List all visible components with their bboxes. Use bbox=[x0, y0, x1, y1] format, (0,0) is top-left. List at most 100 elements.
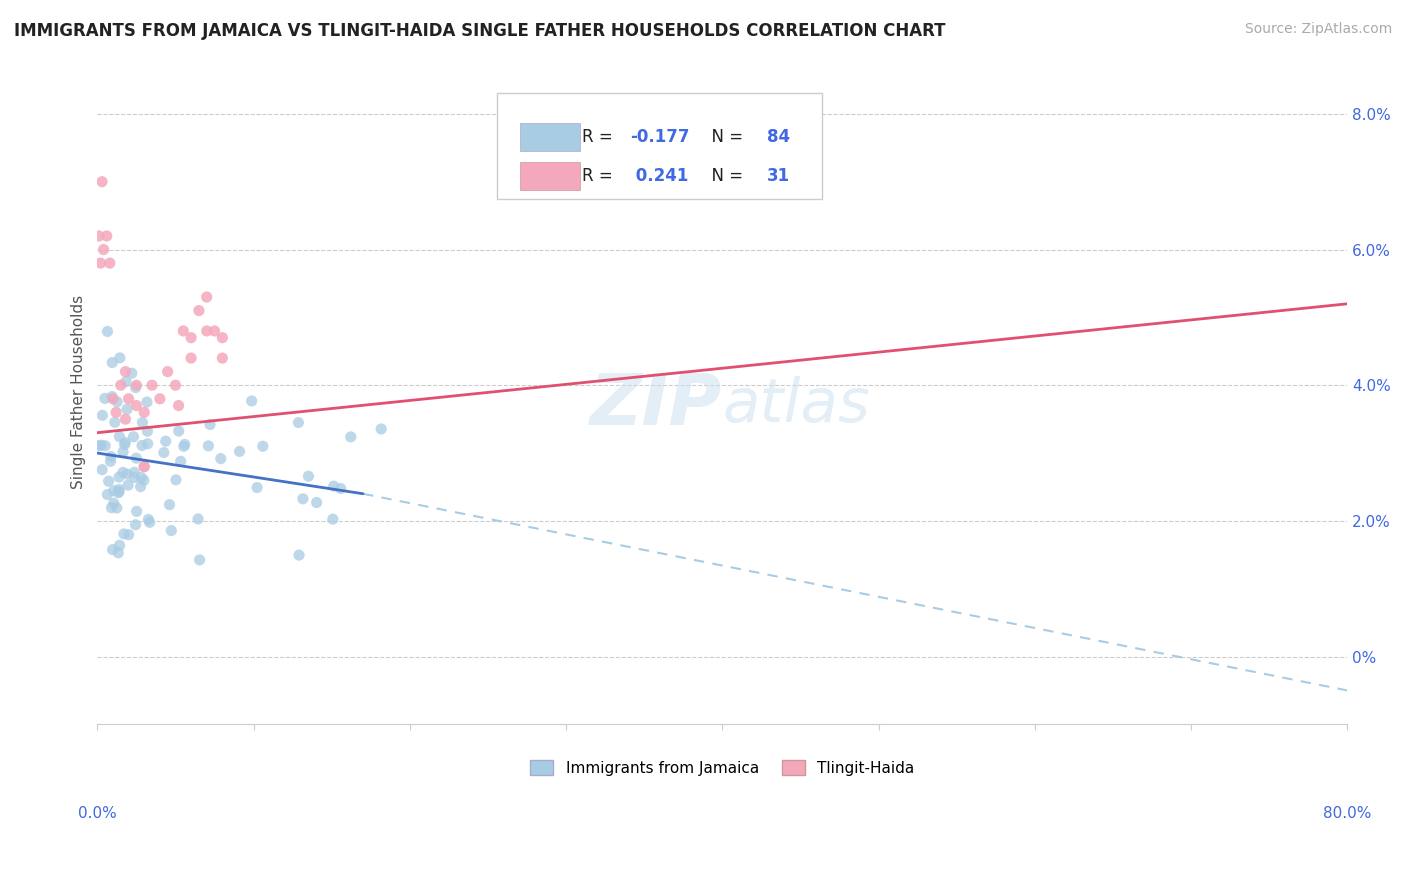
Point bbox=[108, 351, 131, 365]
Point bbox=[136, 436, 159, 450]
Point bbox=[115, 402, 138, 417]
Point bbox=[246, 481, 269, 495]
Point bbox=[167, 424, 190, 438]
Point bbox=[105, 405, 128, 419]
Point bbox=[134, 459, 156, 474]
Point bbox=[114, 437, 136, 451]
Text: 84: 84 bbox=[768, 128, 790, 145]
Point bbox=[134, 459, 156, 474]
Point bbox=[87, 229, 110, 244]
Point bbox=[90, 438, 112, 452]
Point bbox=[169, 454, 191, 468]
Text: Source: ZipAtlas.com: Source: ZipAtlas.com bbox=[1244, 22, 1392, 37]
Point bbox=[240, 394, 263, 409]
Point bbox=[108, 484, 131, 499]
Text: 0.0%: 0.0% bbox=[77, 805, 117, 821]
Text: 80.0%: 80.0% bbox=[1323, 805, 1371, 821]
Point bbox=[209, 451, 232, 466]
Point bbox=[105, 500, 128, 515]
Point bbox=[322, 512, 344, 526]
Point bbox=[165, 378, 187, 392]
Point bbox=[111, 466, 134, 480]
FancyBboxPatch shape bbox=[520, 161, 579, 190]
Point bbox=[117, 392, 139, 406]
Text: N =: N = bbox=[702, 128, 748, 145]
Point bbox=[287, 416, 309, 430]
Point bbox=[173, 437, 195, 451]
Point bbox=[197, 439, 219, 453]
Point bbox=[112, 527, 135, 541]
Point bbox=[187, 303, 209, 318]
Point bbox=[94, 439, 117, 453]
Point bbox=[121, 366, 143, 380]
Point bbox=[129, 470, 152, 484]
Text: 31: 31 bbox=[768, 167, 790, 185]
Point bbox=[132, 473, 155, 487]
Point bbox=[138, 516, 160, 530]
Text: ZIP: ZIP bbox=[591, 371, 723, 440]
Point bbox=[228, 444, 250, 458]
Point bbox=[108, 429, 131, 443]
Point bbox=[136, 395, 159, 409]
Point bbox=[107, 485, 129, 500]
Text: 0.241: 0.241 bbox=[630, 167, 688, 185]
Point bbox=[101, 542, 124, 557]
Point bbox=[297, 469, 319, 483]
Point bbox=[101, 355, 124, 369]
Point bbox=[172, 324, 194, 338]
Point bbox=[107, 546, 129, 560]
Point bbox=[125, 399, 148, 413]
Point bbox=[104, 415, 127, 429]
Text: atlas: atlas bbox=[723, 376, 870, 434]
Text: IMMIGRANTS FROM JAMAICA VS TLINGIT-HAIDA SINGLE FATHER HOUSEHOLDS CORRELATION CH: IMMIGRANTS FROM JAMAICA VS TLINGIT-HAIDA… bbox=[14, 22, 946, 40]
Point bbox=[155, 434, 177, 449]
Point bbox=[159, 498, 181, 512]
Point bbox=[339, 430, 361, 444]
Point bbox=[108, 483, 131, 497]
Text: R =: R = bbox=[582, 167, 619, 185]
Point bbox=[108, 538, 131, 552]
Text: R =: R = bbox=[582, 128, 619, 145]
Point bbox=[114, 365, 136, 379]
Point bbox=[125, 378, 148, 392]
Point bbox=[160, 524, 183, 538]
Point bbox=[204, 324, 226, 338]
Point bbox=[291, 491, 314, 506]
Point bbox=[101, 392, 124, 406]
Point bbox=[124, 465, 146, 479]
Point bbox=[91, 463, 114, 477]
Point bbox=[115, 467, 138, 481]
Point bbox=[165, 473, 187, 487]
Point bbox=[103, 483, 125, 498]
Point bbox=[149, 392, 172, 406]
Point bbox=[211, 331, 233, 345]
Point bbox=[141, 378, 163, 392]
Point bbox=[112, 444, 135, 458]
Point bbox=[118, 527, 141, 541]
Point bbox=[173, 439, 195, 453]
Point bbox=[136, 424, 159, 438]
Point bbox=[124, 517, 146, 532]
Point bbox=[305, 495, 328, 509]
Point bbox=[131, 416, 153, 430]
Y-axis label: Single Father Households: Single Father Households bbox=[72, 295, 86, 489]
Point bbox=[188, 553, 211, 567]
FancyBboxPatch shape bbox=[498, 93, 823, 199]
Point bbox=[96, 325, 118, 339]
Point bbox=[211, 351, 233, 365]
Point bbox=[198, 417, 221, 432]
Point bbox=[187, 512, 209, 526]
Point bbox=[114, 435, 136, 450]
Point bbox=[117, 478, 139, 492]
Text: -0.177: -0.177 bbox=[630, 128, 689, 145]
Point bbox=[96, 229, 118, 244]
Point bbox=[195, 290, 218, 304]
Point bbox=[322, 479, 344, 493]
Point bbox=[97, 474, 120, 488]
Point bbox=[100, 500, 122, 515]
Point bbox=[370, 422, 392, 436]
Point bbox=[98, 256, 121, 270]
Point bbox=[124, 380, 146, 394]
Point bbox=[115, 375, 138, 389]
Point bbox=[180, 331, 202, 345]
